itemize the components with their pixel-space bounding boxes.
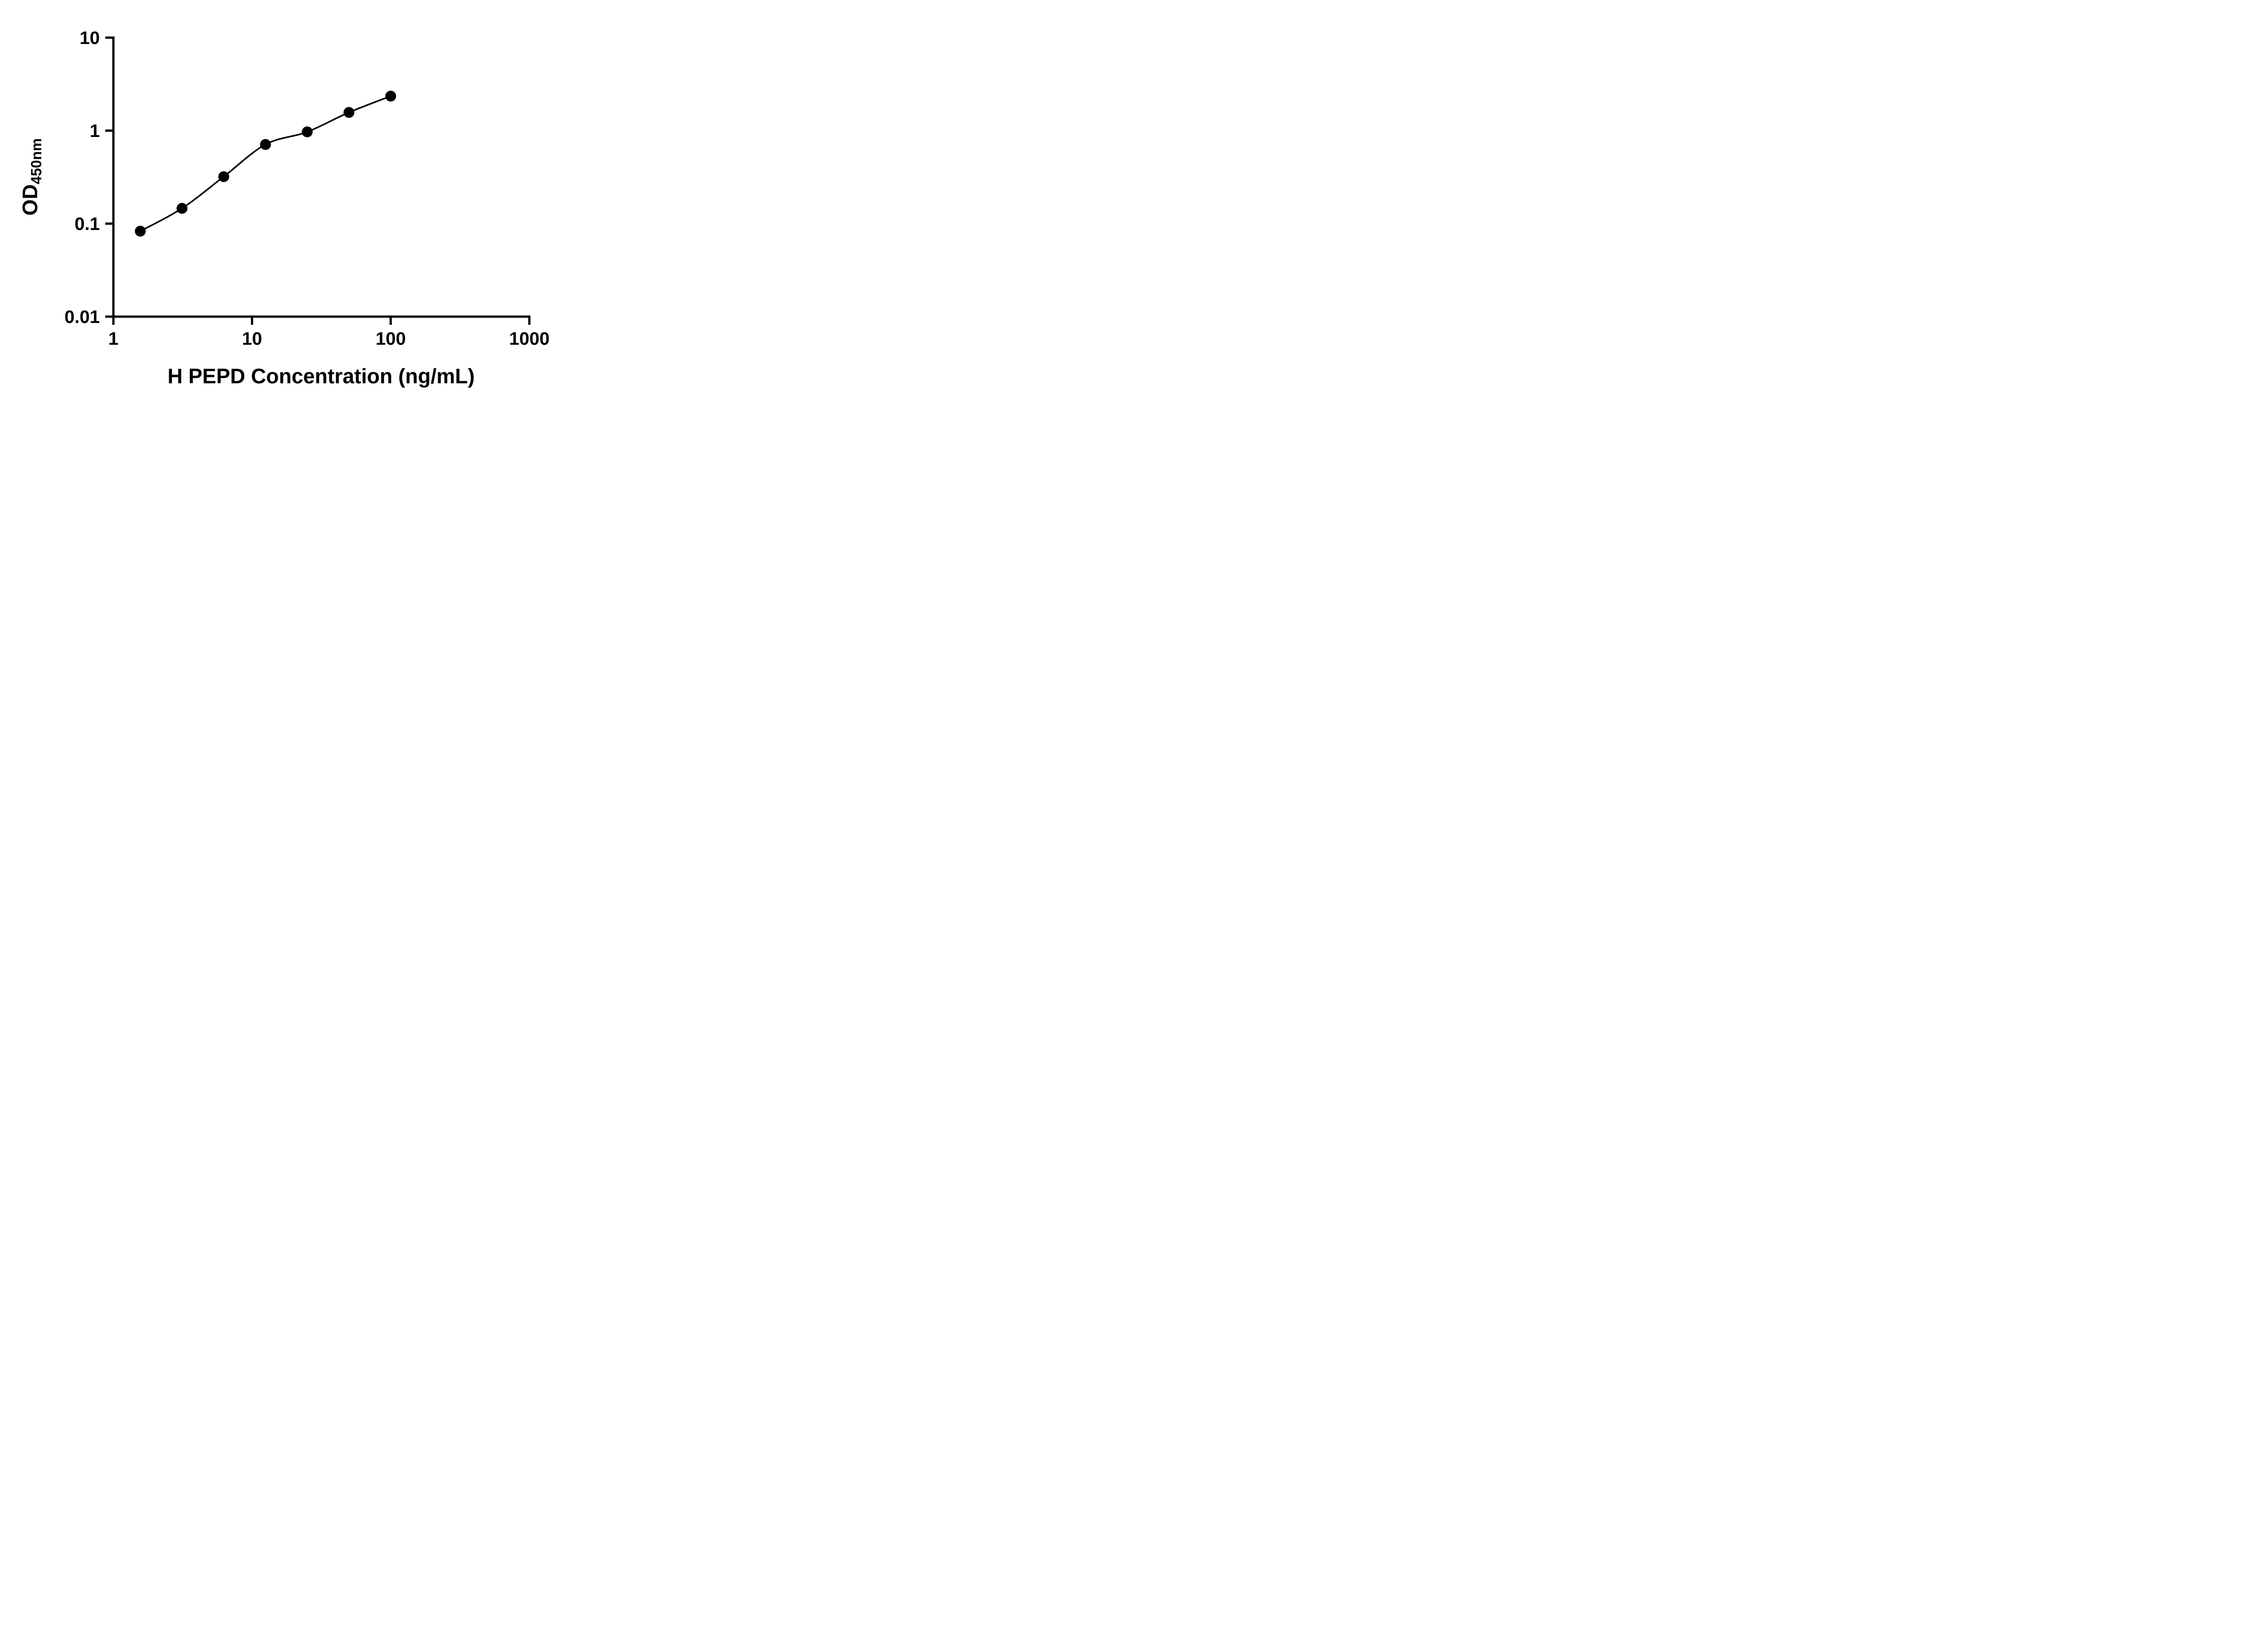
x-axis-title: H PEPD Concentration (ng/mL) (167, 364, 474, 388)
y-axis-title-subscript: 450nm (28, 138, 44, 184)
data-points (135, 90, 396, 237)
data-point-marker (343, 107, 355, 118)
elisa-standard-curve-figure: 1 10 100 1000 0.01 0.1 1 10 H PEPD Concentratio… (0, 0, 583, 408)
x-tick-label: 1 (108, 329, 118, 349)
x-tick-label: 100 (376, 329, 406, 349)
axes (112, 36, 531, 318)
data-point-marker (385, 90, 396, 102)
data-point-marker (176, 203, 188, 214)
axis-ticks (105, 36, 531, 325)
x-tick-label: 1000 (509, 329, 550, 349)
data-point-marker (135, 225, 146, 237)
data-point-marker (260, 139, 271, 150)
chart-canvas: 1 10 100 1000 0.01 0.1 1 10 H PEPD Concentratio… (18, 28, 549, 388)
data-point-marker (302, 126, 313, 137)
axis-tick-labels: 1 10 100 1000 0.01 0.1 1 10 (64, 28, 549, 349)
y-tick-label: 0.01 (64, 307, 100, 327)
y-tick-label: 1 (90, 121, 100, 141)
y-axis-title-main: OD (18, 184, 42, 215)
x-tick-label: 10 (242, 329, 262, 349)
y-tick-label: 10 (80, 28, 100, 48)
y-axis-title: OD450nm (18, 138, 44, 215)
y-tick-label: 0.1 (74, 214, 100, 234)
data-point-marker (218, 171, 230, 182)
